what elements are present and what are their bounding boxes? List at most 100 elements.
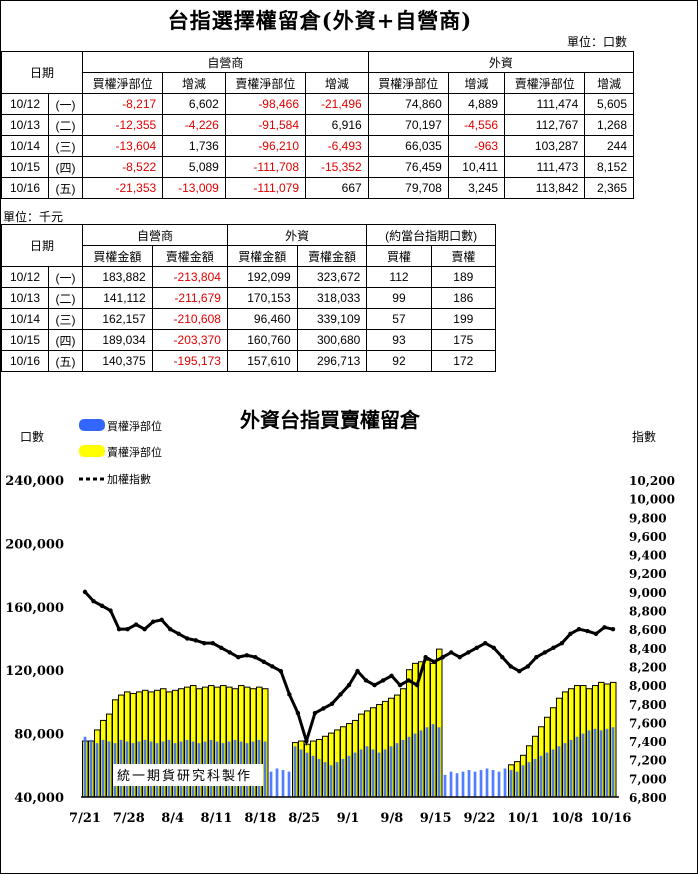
call-bar <box>335 762 339 797</box>
column-header: 賣權金額 <box>151 245 228 267</box>
table-cell: -203,370 <box>151 329 228 351</box>
index-point <box>295 710 301 716</box>
y-tick-label: 80,000 <box>14 728 64 743</box>
index-point <box>457 654 462 660</box>
table-cell: -15,352 <box>305 156 369 178</box>
column-header: 買權金額 <box>82 245 153 267</box>
call-bar <box>305 752 309 797</box>
table-cell: -91,584 <box>224 114 307 136</box>
call-bar <box>551 749 555 797</box>
call-bar <box>293 746 297 797</box>
table-cell: 4,889 <box>447 93 506 115</box>
x-tick-label: 10/16 <box>591 811 632 826</box>
call-bar <box>557 746 561 797</box>
positions-table: 日期 自營商 外資 買權淨部位 增減 賣權淨部位 增減 買權淨部位 增減 賣權淨部位 增減 1… <box>1 51 635 199</box>
y2-tick-label: 8,000 <box>629 679 667 693</box>
index-point <box>440 654 445 660</box>
x-tick-label: 9/8 <box>380 811 403 826</box>
call-bar <box>311 755 315 797</box>
table-cell: 74,860 <box>367 93 449 115</box>
table-cell: 2,365 <box>584 177 634 199</box>
table-cell: 296,713 <box>296 350 368 372</box>
index-point <box>389 673 394 678</box>
index-point <box>159 617 164 623</box>
index-point <box>176 631 181 637</box>
table-row: 10/14 (三) 162,157 -210,608 96,460 339,109 57 19… <box>1 308 497 330</box>
table-cell: 170,153 <box>226 287 298 309</box>
table-cell: -13,604 <box>81 135 164 157</box>
table-cell: 79,708 <box>367 177 449 199</box>
legend-swatch-call <box>79 419 105 431</box>
table-cell: 199 <box>430 308 497 330</box>
column-header: 增減 <box>162 72 226 94</box>
index-point <box>534 654 539 660</box>
table-cell: -210,608 <box>151 308 228 330</box>
y2-tick-label: 10,000 <box>629 493 675 507</box>
call-bar <box>359 749 363 797</box>
put-bar <box>419 662 424 797</box>
call-bar <box>491 770 495 797</box>
y2-tick-label: 9,200 <box>629 567 667 581</box>
table-cell: 141,112 <box>82 287 153 309</box>
table-cell: 172 <box>430 350 497 372</box>
call-bar <box>527 762 531 797</box>
call-bar <box>485 768 489 797</box>
index-point <box>525 664 531 669</box>
column-header: 賣權 <box>430 245 497 267</box>
index-point <box>466 650 471 655</box>
table-cell: -21,496 <box>305 93 369 115</box>
index-point <box>363 678 369 683</box>
call-bar <box>563 743 567 797</box>
y2-tick-label: 8,200 <box>629 660 667 674</box>
index-point <box>193 638 198 643</box>
call-bar <box>353 752 357 797</box>
table-cell: 1,268 <box>584 114 634 136</box>
call-bar <box>545 752 549 797</box>
index-point <box>517 668 522 674</box>
table-cell: -4,226 <box>162 114 226 136</box>
table-cell: 5,089 <box>162 156 226 178</box>
table-row: 10/14 (三) -13,604 1,736 -96,210 -6,493 66,035-… <box>1 135 634 157</box>
index-point <box>542 650 548 655</box>
index-point <box>184 636 190 641</box>
call-bar <box>605 728 609 797</box>
table-cell: 667 <box>305 177 369 199</box>
table-cell: 183,882 <box>82 266 153 288</box>
column-header: 賣權金額 <box>296 245 368 267</box>
index-point <box>448 650 454 655</box>
row-weekday: (三) <box>48 308 83 330</box>
x-tick-label: 10/8 <box>551 811 583 826</box>
index-point <box>508 664 514 669</box>
table-cell: 1,736 <box>162 135 226 157</box>
index-point <box>559 640 565 646</box>
row-weekday: (二) <box>48 287 83 309</box>
table-row: 10/15 (四) 189,034 -203,370 160,760 300,680 93 1… <box>1 329 497 351</box>
index-point <box>244 653 250 658</box>
call-bar <box>329 765 333 797</box>
index-point <box>261 659 267 665</box>
x-tick-label: 7/28 <box>113 811 145 826</box>
table-cell: -96,210 <box>224 135 307 157</box>
row-weekday: (四) <box>48 156 83 178</box>
group-header-dealer: 自營商 <box>82 224 228 246</box>
index-point <box>150 619 156 624</box>
table-cell: 103,287 <box>504 135 586 157</box>
call-bar <box>107 741 111 797</box>
x-tick-label: 10/1 <box>507 811 539 826</box>
y2-tick-label: 7,400 <box>629 735 667 749</box>
legend-label-put: 賣權淨部位 <box>107 445 162 459</box>
call-bar <box>317 758 321 797</box>
y2-tick-label: 6,800 <box>629 791 667 805</box>
table-cell: -963 <box>447 135 506 157</box>
call-bar <box>503 768 507 797</box>
table-row: 10/12 (一) 183,882 -213,804 192,099 323,672 112… <box>1 266 497 288</box>
y2-tick-label: 9,600 <box>629 530 667 544</box>
table-cell: 10,411 <box>447 156 506 178</box>
put-bar <box>413 663 418 797</box>
table-cell: 111,474 <box>504 93 586 115</box>
call-bar <box>599 730 603 797</box>
call-bar <box>323 762 327 797</box>
column-header: 買權 <box>366 245 432 267</box>
call-bar <box>425 727 429 797</box>
call-bar <box>263 741 267 797</box>
